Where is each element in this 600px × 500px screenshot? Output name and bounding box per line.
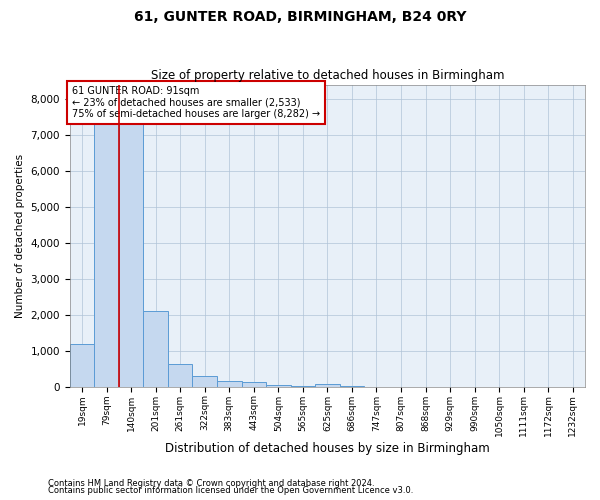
Text: Contains public sector information licensed under the Open Government Licence v3: Contains public sector information licen…	[48, 486, 413, 495]
Text: Contains HM Land Registry data © Crown copyright and database right 2024.: Contains HM Land Registry data © Crown c…	[48, 478, 374, 488]
Bar	[70, 344, 94, 386]
Bar	[143, 311, 168, 386]
Bar	[168, 364, 193, 386]
Bar	[266, 384, 290, 386]
Bar	[315, 384, 340, 386]
Bar	[94, 110, 119, 386]
Bar	[242, 382, 266, 386]
Bar	[217, 381, 242, 386]
X-axis label: Distribution of detached houses by size in Birmingham: Distribution of detached houses by size …	[165, 442, 490, 455]
Y-axis label: Number of detached properties: Number of detached properties	[15, 154, 25, 318]
Bar	[193, 376, 217, 386]
Text: 61 GUNTER ROAD: 91sqm
← 23% of detached houses are smaller (2,533)
75% of semi-d: 61 GUNTER ROAD: 91sqm ← 23% of detached …	[73, 86, 320, 120]
Text: 61, GUNTER ROAD, BIRMINGHAM, B24 0RY: 61, GUNTER ROAD, BIRMINGHAM, B24 0RY	[134, 10, 466, 24]
Title: Size of property relative to detached houses in Birmingham: Size of property relative to detached ho…	[151, 69, 504, 82]
Bar	[119, 110, 143, 386]
